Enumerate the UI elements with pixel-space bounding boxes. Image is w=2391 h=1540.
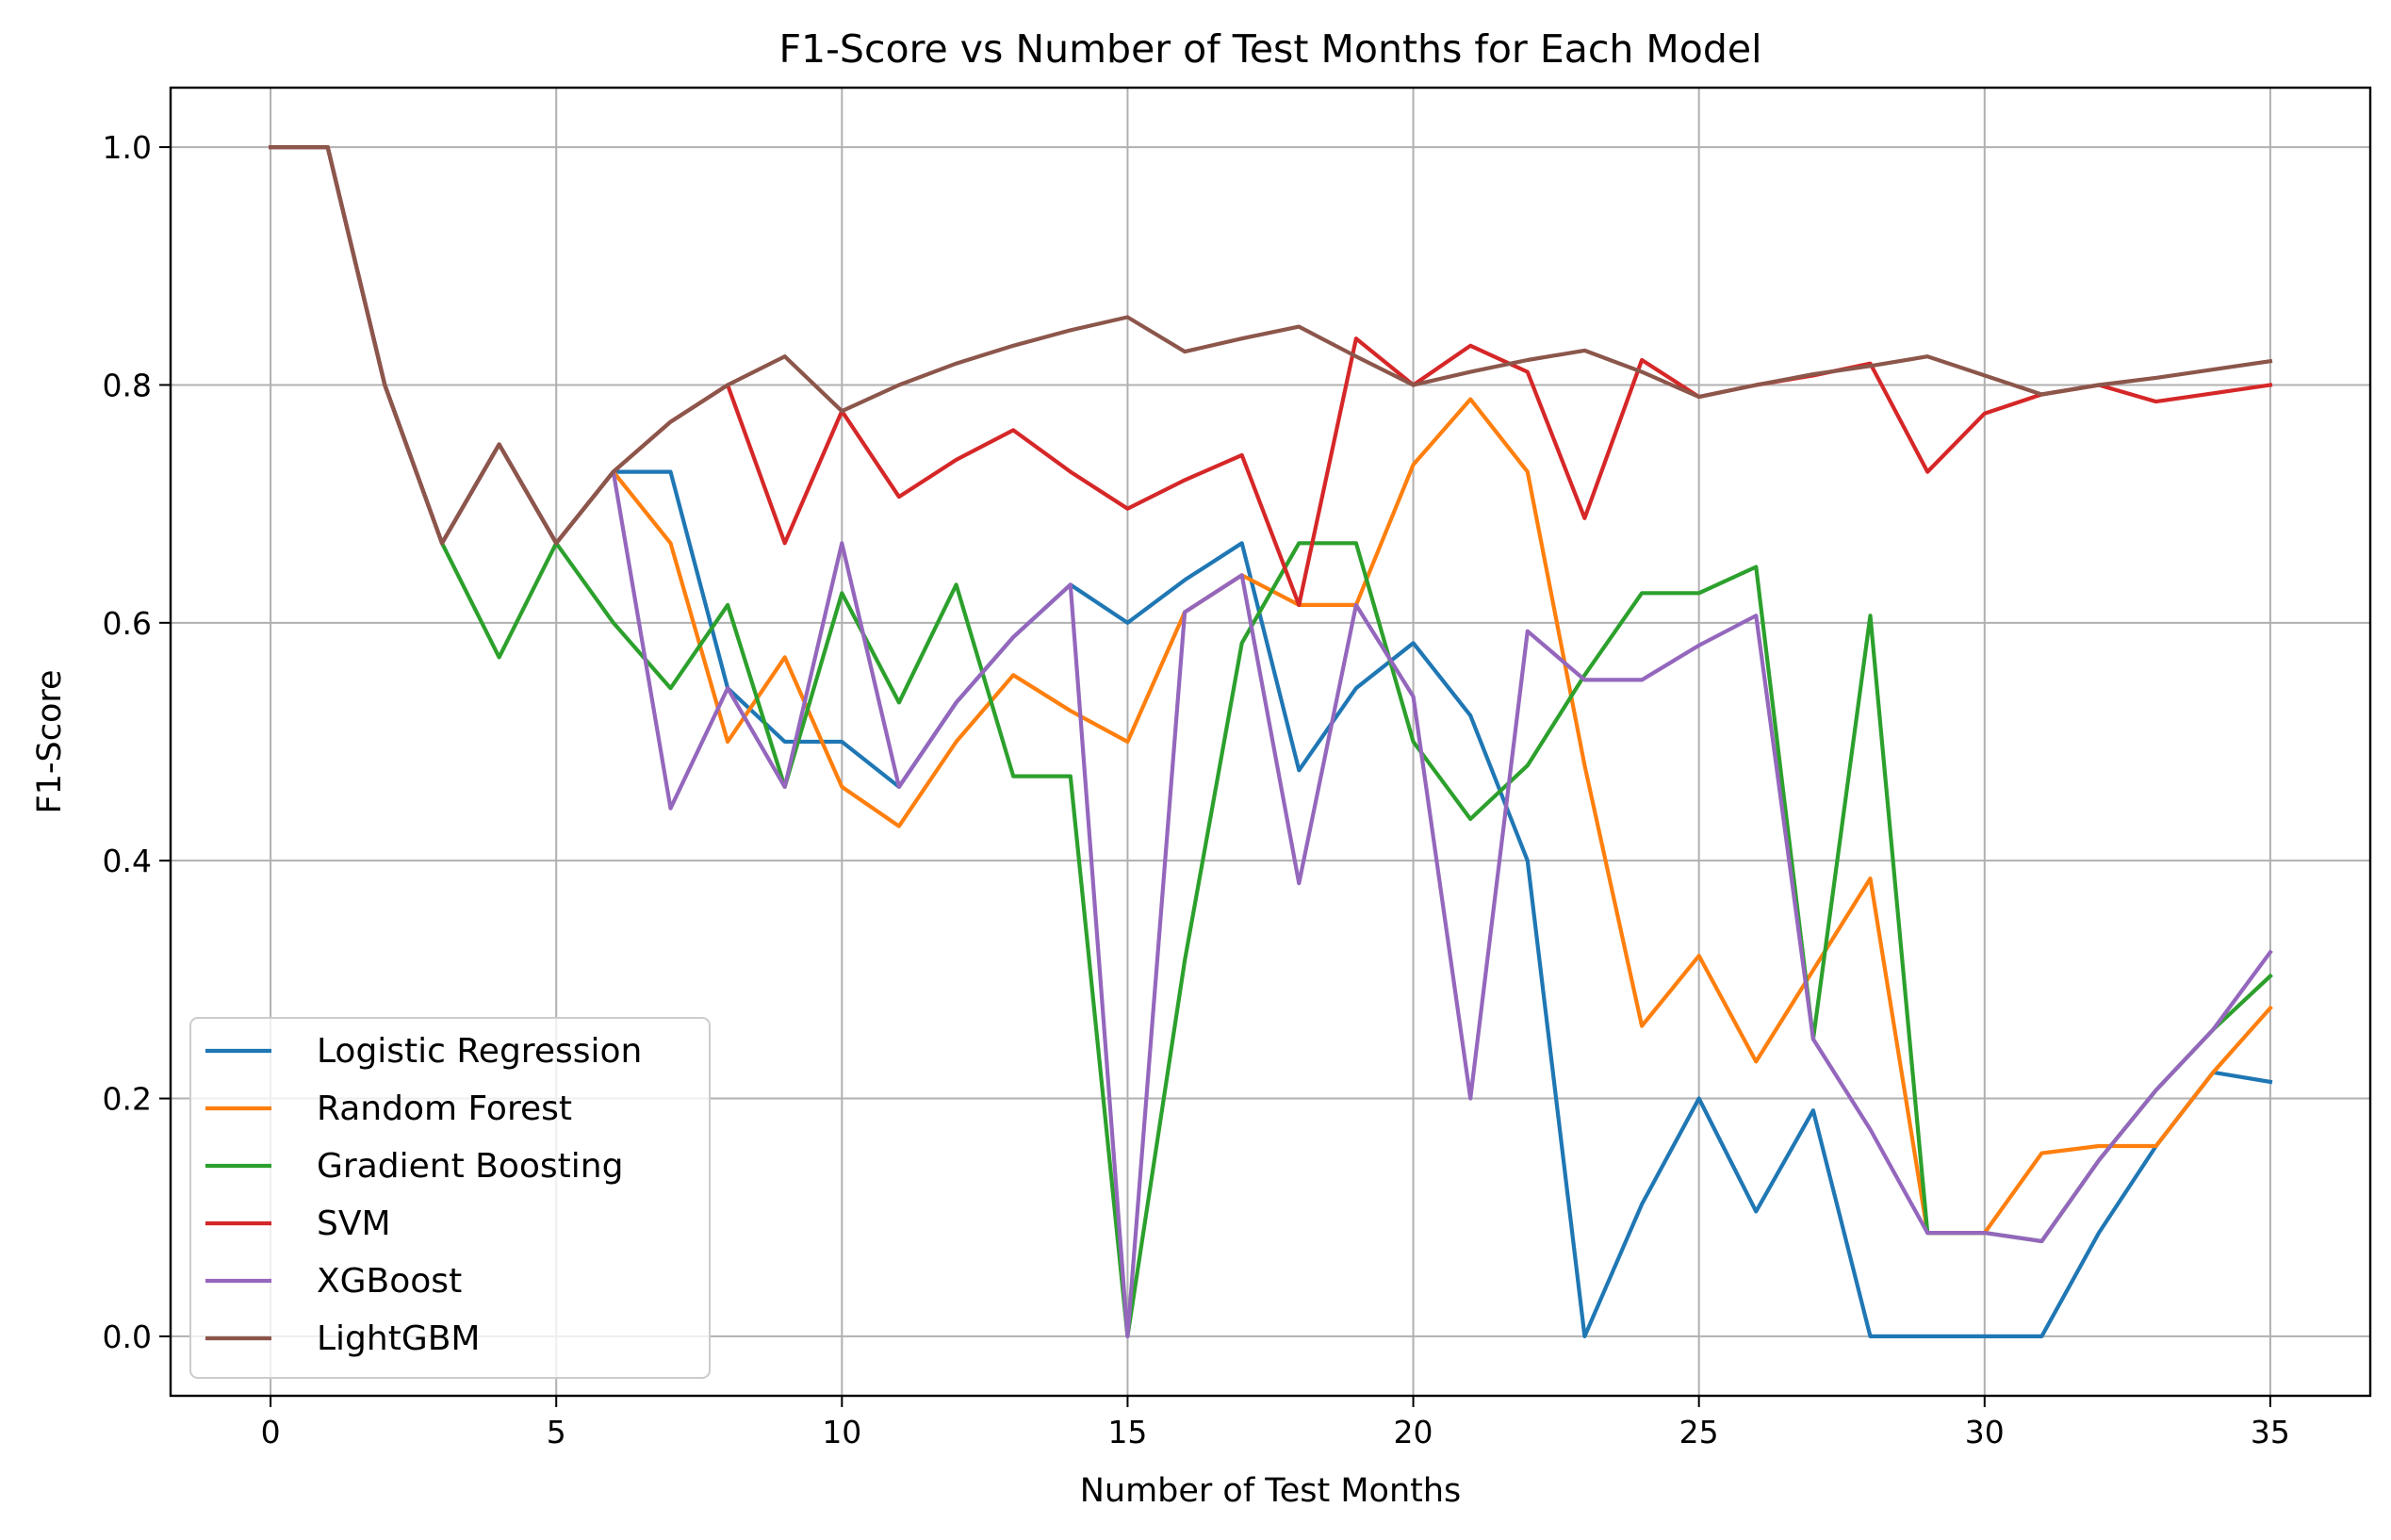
y-tick-label: 0.4 bbox=[103, 843, 152, 879]
legend-box bbox=[189, 1017, 711, 1379]
series-lines bbox=[269, 145, 2273, 1339]
series-line-lightgbm bbox=[269, 145, 2273, 546]
x-tick-label: 5 bbox=[547, 1414, 566, 1450]
x-tick-label: 30 bbox=[1965, 1414, 2005, 1450]
x-tick-label: 20 bbox=[1394, 1414, 1433, 1450]
x-tick-label: 25 bbox=[1679, 1414, 1719, 1450]
legend-entry-label: SVM bbox=[317, 1204, 391, 1243]
legend-entry-label: LightGBM bbox=[317, 1319, 481, 1358]
plot-area-frame bbox=[169, 86, 2372, 1398]
chart-title: F1-Score vs Number of Test Months for Ea… bbox=[778, 26, 1761, 72]
x-tick-label: 0 bbox=[261, 1414, 281, 1450]
legend-entry-label: XGBoost bbox=[317, 1262, 462, 1301]
x-tick-label: 35 bbox=[2251, 1414, 2290, 1450]
y-tick-label: 0.8 bbox=[103, 367, 152, 403]
axis-ticks: 0 5 10 15 20 25 30 35 0.0 0.2 0.4 0.6 0.8 1.0 bbox=[103, 129, 2290, 1450]
x-tick-label: 15 bbox=[1107, 1414, 1147, 1450]
y-tick-label: 0.2 bbox=[103, 1081, 152, 1118]
legend-entry-label: Logistic Regression bbox=[317, 1032, 642, 1071]
y-axis-label: F1-Score bbox=[31, 669, 69, 813]
x-tick-label: 10 bbox=[822, 1414, 861, 1450]
y-tick-label: 0.0 bbox=[103, 1319, 152, 1355]
legend-entry-label: Gradient Boosting bbox=[317, 1147, 623, 1186]
y-tick-label: 0.6 bbox=[103, 605, 152, 642]
x-axis-label: Number of Test Months bbox=[1080, 1472, 1462, 1510]
y-tick-label: 1.0 bbox=[103, 129, 152, 166]
legend: Logistic Regression Random Forest Gradient… bbox=[189, 1017, 711, 1379]
legend-entry-label: Random Forest bbox=[317, 1089, 572, 1128]
